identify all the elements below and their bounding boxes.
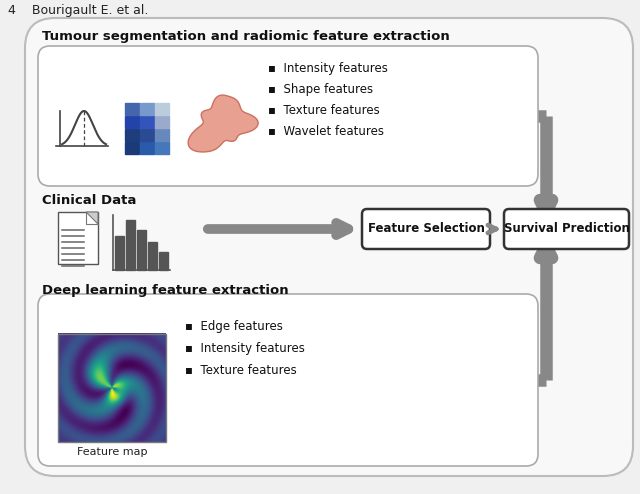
Text: ▪  Wavelet features: ▪ Wavelet features (268, 125, 384, 138)
Bar (159, 252, 168, 270)
Text: ▪  Texture features: ▪ Texture features (185, 364, 297, 377)
Bar (137, 230, 146, 270)
Bar (125, 142, 139, 154)
Text: Feature map: Feature map (77, 447, 147, 457)
Polygon shape (86, 212, 98, 224)
Text: ▪  Shape features: ▪ Shape features (268, 83, 373, 96)
Text: ▪  Intensity features: ▪ Intensity features (185, 342, 305, 355)
Bar (115, 236, 124, 270)
FancyBboxPatch shape (38, 294, 538, 466)
Text: ▪  Texture features: ▪ Texture features (268, 104, 380, 117)
FancyBboxPatch shape (25, 18, 633, 476)
FancyBboxPatch shape (504, 209, 629, 249)
Text: Survival Prediction: Survival Prediction (504, 222, 629, 236)
Text: Feature Selection: Feature Selection (367, 222, 484, 236)
Bar (140, 116, 154, 128)
Text: Deep learning feature extraction: Deep learning feature extraction (42, 284, 289, 297)
Bar (155, 116, 169, 128)
Bar (155, 129, 169, 141)
Text: Clinical Data: Clinical Data (42, 194, 136, 207)
Polygon shape (188, 95, 258, 152)
Bar (140, 129, 154, 141)
Bar (125, 116, 139, 128)
Bar (126, 220, 135, 270)
FancyBboxPatch shape (38, 46, 538, 186)
Bar (140, 142, 154, 154)
Bar (155, 142, 169, 154)
Bar (58, 334, 166, 442)
Text: Tumour segmentation and radiomic feature extraction: Tumour segmentation and radiomic feature… (42, 30, 450, 43)
FancyBboxPatch shape (362, 209, 490, 249)
Text: ▪  Intensity features: ▪ Intensity features (268, 62, 388, 75)
Bar (140, 103, 154, 115)
Bar (148, 242, 157, 270)
Bar (155, 103, 169, 115)
Bar (125, 103, 139, 115)
Text: ▪  Edge features: ▪ Edge features (185, 320, 283, 333)
Bar (125, 129, 139, 141)
Text: 4    Bourigault E. et al.: 4 Bourigault E. et al. (8, 4, 148, 17)
Bar (58, 212, 98, 264)
